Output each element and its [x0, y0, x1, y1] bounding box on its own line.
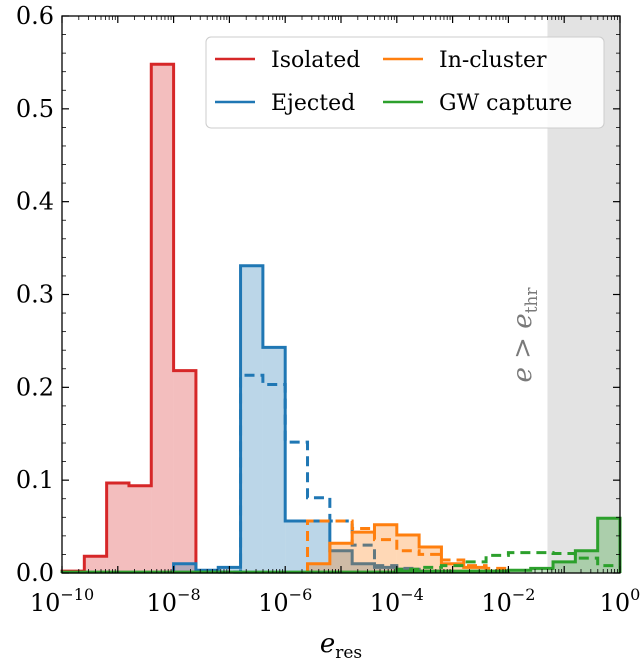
outline-isolated [60, 62, 220, 573]
series-in-cluster-dashed [306, 519, 510, 573]
x-tick-base: 10 [147, 589, 178, 617]
x-tick-base: 10 [30, 589, 61, 617]
legend-box [205, 36, 605, 129]
legend: Isolated In-cluster Ejected GW capture [205, 36, 605, 129]
bar-isolated-5 [173, 370, 196, 573]
bar-ejected-0 [173, 563, 196, 573]
x-tick-label: 10−2 [481, 585, 535, 617]
bar-ejected-4 [262, 347, 286, 573]
outline-in-cluster-dashed [306, 519, 510, 573]
shaded-label-sub: thr [522, 287, 542, 314]
y-tick-label: 0.0 [16, 559, 54, 587]
x-tick-exponent: −6 [289, 585, 313, 604]
y-tick-label: 0.6 [16, 2, 54, 30]
bar-gw-capture-23 [575, 550, 598, 573]
y-tick-label: 0.2 [16, 373, 54, 401]
bar-in-cluster-3 [374, 524, 397, 573]
series-ejected-dashed [216, 373, 443, 574]
outline-in-cluster [306, 523, 510, 573]
legend-label-gw-capture: GW capture [439, 91, 572, 116]
legend-entry-ejected: Ejected [215, 91, 355, 116]
x-axis-label-sub: res [335, 643, 362, 661]
bar-isolated-4 [151, 64, 174, 574]
legend-entry-isolated: Isolated [215, 48, 360, 73]
bar-in-cluster-2 [352, 532, 375, 573]
legend-label-ejected: Ejected [271, 91, 355, 116]
bar-ejected-3 [240, 265, 263, 573]
legend-entry-in-cluster: In-cluster [383, 48, 547, 73]
x-axis-label-main: e [320, 629, 335, 659]
bar-ejected-6 [307, 521, 330, 573]
x-tick-exponent: 0 [630, 585, 640, 604]
x-tick-base: 10 [258, 589, 289, 617]
x-tick-base: 10 [600, 589, 631, 617]
bar-isolated-3 [128, 485, 152, 573]
x-tick-exponent: −4 [400, 585, 424, 604]
x-tick-exponent: −2 [512, 585, 536, 604]
x-tick-label: 10−6 [258, 585, 312, 617]
y-tick-labels: 0.0 0.1 0.2 0.3 0.4 0.5 0.6 [16, 2, 54, 587]
legend-label-isolated: Isolated [271, 48, 360, 73]
shaded-label-main: e > e [508, 313, 538, 382]
shaded-region-label: e > ethr [508, 287, 542, 383]
bar-in-cluster-4 [396, 534, 420, 573]
bar-ejected-9 [374, 567, 397, 573]
y-tick-label: 0.5 [16, 95, 54, 123]
ticks [61, 15, 621, 574]
y-tick-label: 0.4 [16, 188, 54, 216]
series-gw-capture-dashed [395, 551, 622, 573]
legend-label-in-cluster: In-cluster [439, 48, 547, 73]
y-tick-label: 0.3 [16, 281, 54, 309]
x-tick-exponent: −10 [60, 585, 94, 604]
legend-entry-gw-capture: GW capture [383, 91, 572, 116]
bar-in-cluster-0 [307, 563, 330, 573]
bar-isolated-2 [106, 482, 129, 573]
bar-ejected-5 [285, 521, 308, 573]
series-ejected [172, 264, 443, 573]
x-tick-exponent: −8 [177, 585, 201, 604]
y-tick-label: 0.1 [16, 466, 54, 494]
x-tick-label: 10−10 [30, 585, 94, 617]
outline-gw-capture-dashed [395, 551, 622, 573]
bar-ejected-7 [329, 550, 353, 573]
bar-ejected-8 [352, 563, 375, 573]
x-tick-label: 10−4 [370, 585, 424, 617]
x-tick-labels: 10−10 10−8 10−6 10−4 10−2 100 [30, 585, 640, 617]
x-tick-label: 100 [600, 585, 640, 617]
x-tick-base: 10 [370, 589, 401, 617]
x-tick-base: 10 [481, 589, 512, 617]
series-in-cluster [306, 523, 510, 573]
bar-in-cluster-1 [329, 543, 353, 573]
series-isolated [60, 62, 220, 574]
x-tick-label: 10−8 [147, 585, 201, 617]
bar-isolated-1 [84, 556, 107, 573]
x-axis-label: eres [320, 629, 362, 661]
outline-ejected-dashed [216, 373, 443, 574]
bar-gw-capture-24 [597, 518, 620, 573]
